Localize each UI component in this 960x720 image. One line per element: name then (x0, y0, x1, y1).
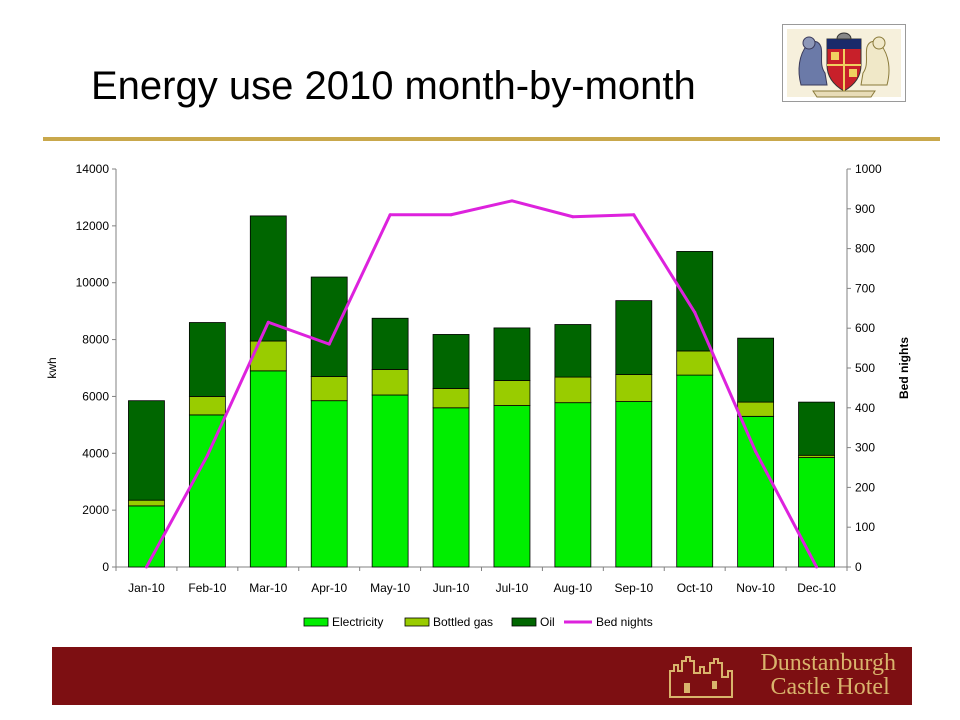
x-tick-label: Jun-10 (433, 581, 470, 595)
x-tick-label: Aug-10 (554, 581, 593, 595)
legend-label: Bed nights (596, 615, 653, 629)
x-tick-label: Nov-10 (736, 581, 775, 595)
legend-swatch (511, 617, 537, 627)
legend-swatch (404, 617, 430, 627)
point-bed-nights (693, 310, 697, 314)
x-tick-label: Apr-10 (311, 581, 347, 595)
y-tick-label: 10000 (76, 276, 110, 290)
y2-tick-label: 200 (855, 480, 875, 494)
y2-tick-label: 900 (855, 202, 875, 216)
point-bed-nights (510, 199, 514, 203)
bar-oil (432, 334, 470, 389)
bar-oil (676, 251, 714, 352)
bar-bottled-gas (188, 396, 226, 416)
bar-electricity (493, 405, 531, 568)
bar-electricity (554, 402, 592, 568)
point-bed-nights (815, 565, 819, 569)
bar-oil (493, 327, 531, 381)
bar-electricity (615, 401, 653, 568)
bar-bottled-gas (676, 350, 714, 376)
bar-electricity (676, 374, 714, 568)
point-bed-nights (266, 320, 270, 324)
y2-tick-label: 800 (855, 242, 875, 256)
energy-chart: 0 2000 4000 6000 8000 10000 12000 14000 0 100 200 3… (45, 162, 911, 629)
bar-electricity (737, 415, 775, 568)
bar-electricity (432, 407, 470, 568)
point-bed-nights (205, 454, 209, 458)
crest-icon (787, 29, 901, 98)
point-bed-nights (632, 213, 636, 217)
coat-of-arms-logo (782, 24, 906, 102)
x-tick-label: Feb-10 (188, 581, 226, 595)
bar-oil (798, 401, 835, 456)
hotel-name-line1: Dunstanburgh (760, 650, 896, 676)
y2-tick-label: 700 (855, 281, 875, 295)
bar-electricity (310, 400, 348, 568)
bar-oil (554, 324, 592, 378)
y-tick-label: 12000 (76, 219, 110, 233)
bar-electricity (128, 505, 165, 568)
y2-tick-label: 100 (855, 520, 875, 534)
bar-bottled-gas (371, 369, 409, 396)
castle-icon (669, 656, 733, 698)
y2-tick-label: 400 (855, 401, 875, 415)
bar-bottled-gas (554, 376, 592, 404)
y-tick-label: 6000 (82, 389, 109, 403)
bar-bottled-gas (310, 376, 348, 402)
bar-electricity (371, 394, 409, 568)
legend-label: Bottled gas (433, 615, 493, 629)
bar-oil (371, 317, 409, 370)
x-tick-label: Jan-10 (128, 581, 165, 595)
hotel-name-logo: Dunstanburgh Castle Hotel (760, 651, 896, 699)
legend-label: Oil (540, 615, 555, 629)
point-bed-nights (144, 565, 148, 569)
y2-tick-label: 1000 (855, 162, 882, 176)
bar-oil (128, 400, 165, 501)
y-tick-label: 14000 (76, 162, 110, 176)
title-divider (43, 137, 940, 141)
bar-oil (249, 215, 287, 342)
bar-electricity (798, 457, 835, 568)
point-bed-nights (571, 215, 575, 219)
y2-tick-label: 600 (855, 321, 875, 335)
bar-oil (737, 337, 775, 403)
y-axis-title: kwh (45, 357, 59, 378)
bar-bottled-gas (249, 340, 287, 372)
bar-oil (310, 276, 348, 377)
x-tick-label: Mar-10 (249, 581, 287, 595)
bar-electricity (188, 414, 226, 568)
bar-oil (188, 322, 226, 397)
line-bed-nights (145, 199, 818, 568)
bar-oil (615, 300, 653, 375)
y-tick-label: 0 (102, 560, 109, 574)
y2-tick-label: 300 (855, 441, 875, 455)
y2-axis-title: Bed nights (897, 337, 911, 399)
legend-label: Electricity (332, 615, 383, 629)
point-bed-nights (327, 342, 331, 346)
x-tick-label: Oct-10 (677, 581, 713, 595)
y-tick-label: 4000 (82, 446, 109, 460)
point-bed-nights (754, 450, 758, 454)
hotel-name-line2: Castle Hotel (770, 674, 890, 700)
bar-bottled-gas (493, 380, 531, 406)
y2-tick-label: 0 (855, 560, 862, 574)
y2-tick-label: 500 (855, 361, 875, 375)
slide-title: Energy use 2010 month-by-month (91, 64, 696, 108)
x-tick-label: Dec-10 (797, 581, 836, 595)
y-tick-label: 2000 (82, 503, 109, 517)
y-tick-label: 8000 (82, 333, 109, 347)
legend-swatch (303, 617, 329, 627)
x-tick-label: May-10 (370, 581, 410, 595)
bar-bottled-gas (615, 374, 653, 402)
bar-bottled-gas (737, 401, 775, 417)
x-tick-label: Jul-10 (496, 581, 529, 595)
footer-band: Dunstanburgh Castle Hotel (52, 647, 912, 705)
point-bed-nights (388, 213, 392, 217)
bar-electricity (249, 370, 287, 568)
point-bed-nights (449, 213, 453, 217)
x-tick-label: Sep-10 (614, 581, 653, 595)
bar-bottled-gas (128, 499, 165, 507)
bar-bottled-gas (432, 388, 470, 409)
